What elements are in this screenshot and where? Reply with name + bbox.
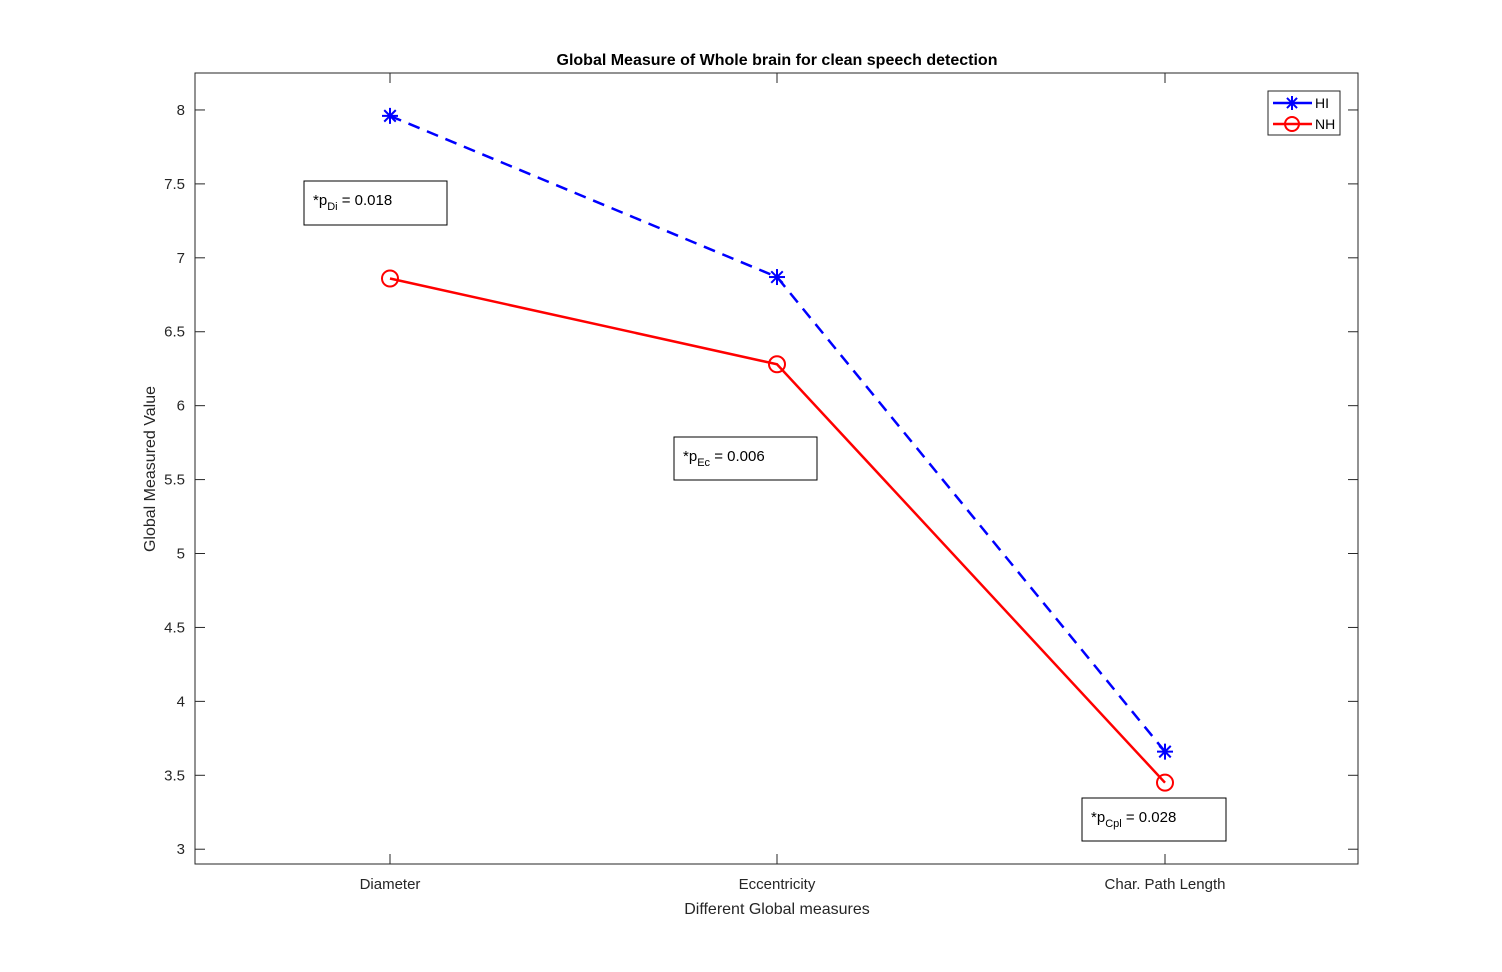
marker-asterisk-stroke	[770, 270, 784, 284]
x-axis-label: Different Global measures	[684, 901, 870, 918]
legend-item-hi: HI	[1273, 95, 1329, 111]
y-tick-label: 4	[177, 693, 185, 710]
y-tick-label: 7.5	[164, 176, 185, 193]
legend-label: NH	[1315, 116, 1335, 132]
annotation-border	[673, 436, 818, 481]
data-point-nh-1	[381, 269, 399, 288]
y-tick-label: 5	[177, 546, 185, 563]
y-tick-label: 4.5	[164, 619, 185, 636]
y-tick-label: 7	[177, 250, 185, 267]
legend-item-nh: NH	[1273, 116, 1335, 132]
y-tick-label: 5.5	[164, 472, 185, 489]
marker-asterisk-stroke	[1158, 745, 1172, 759]
marker-asterisk-stroke	[383, 109, 397, 123]
annotation-box-3: *pCpl = 0.028	[1081, 797, 1227, 842]
data-point-hi-3	[1157, 743, 1173, 760]
marker-circle	[381, 269, 399, 288]
annotation-text: *pCpl = 0.028	[1091, 809, 1176, 830]
x-tick-label: Eccentricity	[739, 876, 816, 893]
marker-asterisk-stroke	[1286, 97, 1298, 109]
y-tick-label: 6.5	[164, 324, 185, 341]
data-point-nh-3	[1156, 773, 1174, 792]
y-tick-label: 8	[177, 102, 185, 119]
marker-circle	[768, 355, 786, 374]
annotation-border	[1081, 797, 1227, 842]
y-tick-label: 3	[177, 841, 185, 858]
legend-label: HI	[1315, 95, 1329, 111]
annotation-box-2: *pEc = 0.006	[673, 436, 818, 481]
annotation-text: *pDi = 0.018	[313, 192, 392, 213]
y-tick-label: 6	[177, 398, 185, 415]
legend: HI NH	[1267, 90, 1341, 136]
y-axis-label: Global Measured Value	[142, 386, 159, 552]
x-tick-label: Diameter	[360, 876, 421, 893]
annotation-text: *pEc = 0.006	[683, 448, 765, 469]
annotation-border	[303, 180, 448, 226]
data-point-hi-1	[382, 107, 398, 124]
x-tick-label: Char. Path Length	[1105, 876, 1226, 893]
data-point-nh-2	[768, 355, 786, 374]
y-tick-label: 3.5	[164, 767, 185, 784]
data-point-hi-2	[769, 269, 785, 286]
annotation-box-1: *pDi = 0.018	[303, 180, 448, 226]
legend-box	[1267, 90, 1341, 136]
legend-marker-circle	[1284, 116, 1300, 132]
series-line-nh	[389, 277, 1166, 784]
marker-circle	[1156, 773, 1174, 792]
plot-area: 3 3.5 4 4.5 5 5.5 6 6.5 7 7.5 8 Diameter Eccentricit…	[164, 72, 1359, 893]
chart-title: Global Measure of Whole brain for clean …	[557, 52, 998, 69]
series-line-hi	[389, 114, 1166, 753]
